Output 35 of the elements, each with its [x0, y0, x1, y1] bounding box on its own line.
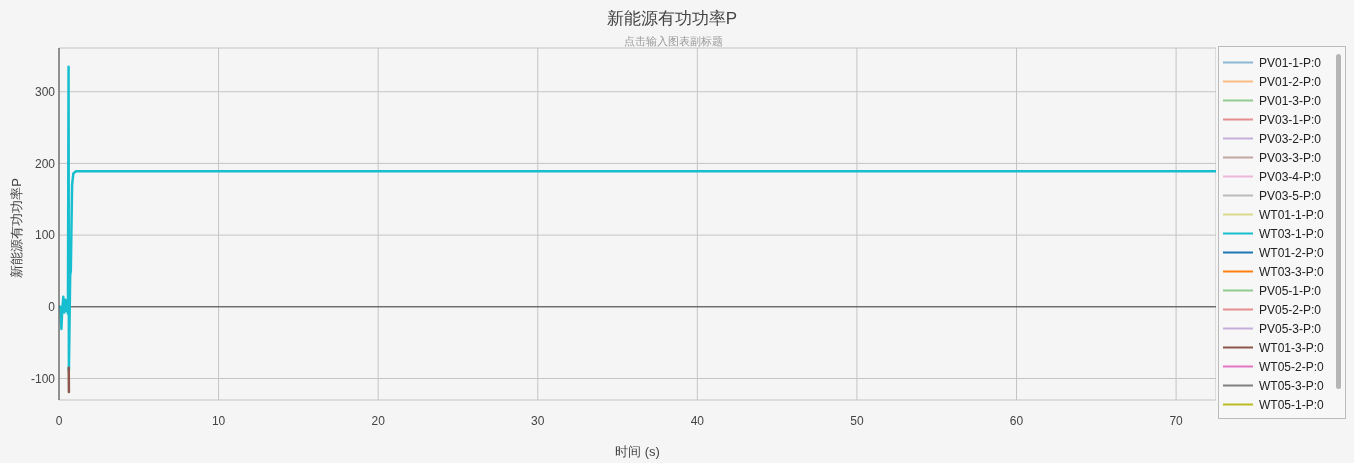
y-axis-title: 新能源有功功率P	[8, 178, 25, 278]
legend-label: WT05-2-P:0	[1259, 359, 1324, 374]
chart-subtitle: 点击输入图表副标题	[623, 33, 723, 49]
x-tick-label: 10	[211, 413, 226, 428]
y-tick-label: 100	[34, 228, 56, 243]
x-tick-label: 30	[531, 413, 545, 428]
legend-label: PV05-1-P:0	[1259, 283, 1322, 298]
y-tick-label: 200	[34, 156, 56, 171]
chart-title: 新能源有功功率P	[606, 7, 738, 30]
legend-label: PV03-4-P:0	[1259, 169, 1322, 184]
legend-label: WT01-3-P:0	[1259, 340, 1324, 355]
x-tick-label: 40	[690, 413, 705, 428]
legend-label: PV03-2-P:0	[1259, 131, 1322, 146]
legend-label: WT05-1-P:0	[1259, 397, 1324, 412]
legend-label: PV05-3-P:0	[1259, 321, 1322, 336]
y-tick-label: 0	[48, 300, 56, 315]
x-tick-label: 50	[850, 413, 864, 428]
legend-label: PV01-1-P:0	[1259, 55, 1322, 70]
legend-label: WT05-3-P:0	[1259, 378, 1324, 393]
legend-label: PV03-5-P:0	[1259, 188, 1322, 203]
x-tick-label: 20	[371, 413, 386, 428]
y-tick-label: 300	[34, 84, 56, 99]
x-axis-title: 时间 (s)	[615, 443, 660, 461]
legend-label: WT03-3-P:0	[1259, 264, 1324, 279]
legend-label: PV01-2-P:0	[1259, 74, 1322, 89]
legend-label: PV05-2-P:0	[1259, 302, 1322, 317]
x-tick-label: 60	[1009, 413, 1024, 428]
legend-label: PV03-1-P:0	[1259, 112, 1322, 127]
legend-label: PV03-3-P:0	[1259, 150, 1322, 165]
legend-label: WT01-1-P:0	[1259, 207, 1324, 222]
legend-label: WT03-1-P:0	[1259, 226, 1324, 241]
legend-label: PV01-3-P:0	[1259, 93, 1322, 108]
x-tick-label: 70	[1169, 413, 1184, 428]
y-tick-label: -100	[30, 371, 56, 386]
legend-label: WT01-2-P:0	[1259, 245, 1324, 260]
